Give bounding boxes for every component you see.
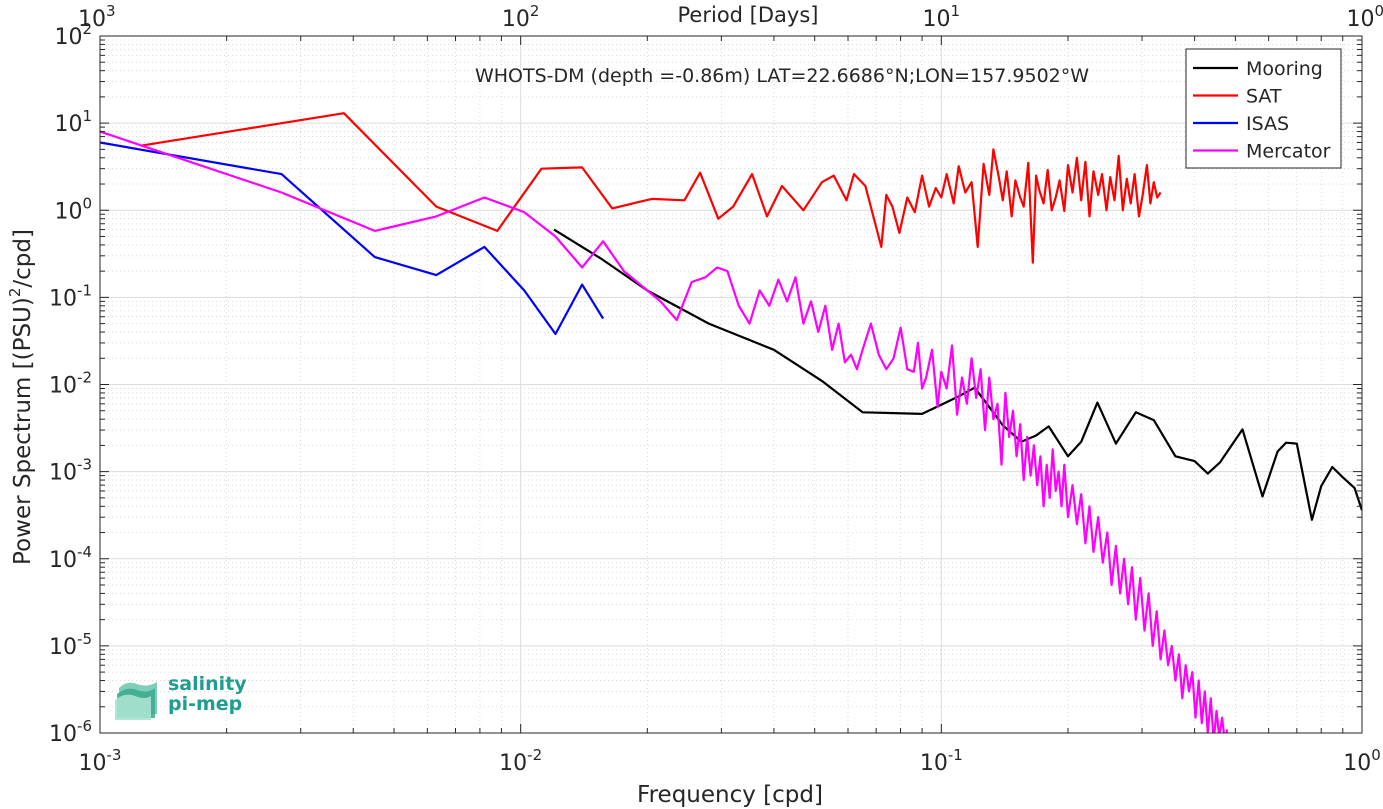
logo-text-pi-mep: pi-mep [168,693,243,715]
tick-labels: 10-3 10-2 10-1 10010-610-510-410-310-210-11… [49,2,1383,776]
y-tick-label: 10-4 [49,543,92,573]
x-tick-label-base: 10 [920,751,948,776]
top-tick-label: 101 [923,2,961,32]
y-tick-label-exp: -3 [77,456,92,474]
series-line-mooring [553,228,1362,521]
top-tick-label-base: 10 [502,7,530,32]
legend-label: Mercator [1246,141,1331,163]
x-tick-label-base: 10 [79,751,107,776]
x-tick-label-exp: -2 [527,746,542,764]
x-tick-label-exp: 0 [1371,746,1381,764]
x-axis-label: Frequency [cpd] [637,782,823,808]
logo-wave-icon [115,682,157,720]
y-tick-label: 10-1 [49,281,92,311]
y-tick-label-exp: -5 [77,630,92,648]
y-tick-label-base: 10 [49,286,77,311]
x-tick-label: 10-1 [920,746,963,776]
y-tick-label-base: 10 [49,722,77,747]
y-tick-label-exp: -6 [77,717,92,735]
series-line-mercator [100,130,1229,733]
chart-title: WHOTS-DM (depth =-0.86m) LAT=22.6686°N;L… [475,65,1089,87]
x-tick-label-exp: -3 [107,746,122,764]
x-tick-label: 10-3 [79,746,122,776]
y-tick-label: 100 [54,194,92,224]
y-tick-label: 10-3 [49,456,92,486]
salinity-pi-mep-logo: salinity pi-mep [115,672,255,722]
y-tick-label-exp: 2 [82,20,92,38]
series-line-sat [140,112,1162,264]
logo-text-salinity: salinity [168,673,247,695]
series-layer [100,112,1362,733]
top-tick-label-base: 10 [78,7,106,32]
major-grid [99,35,1363,734]
top-tick-label-base: 10 [1346,7,1374,32]
y-tick-label: 10-6 [49,717,92,747]
y-axis-label-main: Power Spectrum [(PSU) [10,297,36,565]
y-tick-label-base: 10 [49,374,77,399]
y-tick-label: 10-2 [49,369,92,399]
y-tick-label-exp: -2 [77,369,92,387]
top-tick-label: 102 [502,2,540,32]
x-tick-label-base: 10 [1343,751,1371,776]
y-tick-label: 101 [54,107,92,137]
top-tick-label: 103 [78,2,116,32]
legend-label: Mooring [1246,58,1323,80]
legend-label: ISAS [1246,113,1289,135]
y-tick-label-base: 10 [49,461,77,486]
series-line-isas [100,141,605,336]
y-axis-label: Power Spectrum [(PSU)2/cpd] [6,229,36,565]
x-tick-label: 10-2 [499,746,542,776]
y-tick-label-exp: -1 [77,281,92,299]
top-tick-label-exp: 1 [951,2,961,20]
top-tick-label-exp: 2 [530,2,540,20]
tick-marks [99,35,1363,734]
y-tick-label-base: 10 [54,25,82,50]
y-tick-label-base: 10 [54,112,82,137]
x-tick-label-base: 10 [499,751,527,776]
y-axis-label-rest: /cpd] [10,229,36,288]
y-tick-label-exp: 0 [82,194,92,212]
legend-label: SAT [1246,86,1282,108]
y-tick-label-exp: 1 [82,107,92,125]
top-x-axis-label: Period [Days] [678,3,819,27]
top-tick-label-base: 10 [923,7,951,32]
top-tick-label: 100 [1346,2,1383,32]
y-tick-label-base: 10 [49,635,77,660]
top-tick-label-exp: 0 [1374,2,1383,20]
y-axis-label-exp: 2 [6,288,24,298]
y-tick-label: 10-5 [49,630,92,660]
top-tick-label-exp: 3 [106,2,116,20]
y-tick-label-base: 10 [49,548,77,573]
y-tick-label-exp: -4 [77,543,92,561]
legend: Mooring SAT ISAS Mercator [1185,48,1342,169]
y-tick-label-base: 10 [54,199,82,224]
x-tick-label: 100 [1343,746,1381,776]
x-tick-label-exp: -1 [948,746,963,764]
y-tick-label: 102 [54,20,92,50]
